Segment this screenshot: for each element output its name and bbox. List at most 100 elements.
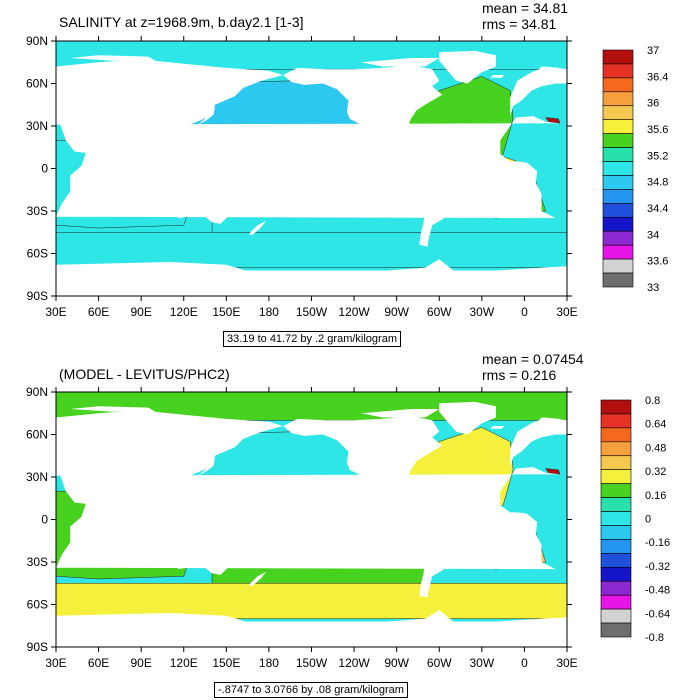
x-tick-label: 60E <box>88 305 109 319</box>
x-tick-label: 30E <box>556 305 577 319</box>
colorbar-swatch <box>602 230 634 246</box>
land-europe <box>510 417 567 468</box>
land-madagascar <box>75 185 85 204</box>
colorbar-label: 34.8 <box>647 177 668 189</box>
y-tick-label: 60S <box>27 247 48 261</box>
colorbar-swatch <box>602 175 634 190</box>
land-scandinavia <box>531 66 560 90</box>
colorbar-swatch <box>600 469 632 484</box>
colorbar-label: -0.48 <box>645 585 670 597</box>
x-tick-label: 90W <box>384 656 409 670</box>
x-tick-label: 150E <box>212 305 240 319</box>
panel2-rms: rms = 0.216 <box>482 367 557 383</box>
y-tick-label: 60N <box>26 77 48 91</box>
y-tick-label: 30S <box>27 204 48 218</box>
colorbar-label: 0.48 <box>645 442 666 454</box>
x-tick-label: 0 <box>521 305 528 319</box>
colorbar-swatch <box>602 63 634 79</box>
colorbar-label: 0.16 <box>645 490 666 502</box>
colorbar-swatch <box>602 77 634 93</box>
y-tick-label: 90N <box>26 34 48 48</box>
colorbar-swatch <box>602 161 634 176</box>
colorbar-swatch <box>600 525 632 540</box>
land-africa <box>56 116 567 219</box>
colorbar-label: 35.2 <box>647 150 668 162</box>
colorbar-swatch <box>602 189 634 204</box>
land-uk <box>515 86 523 98</box>
colorbar-label: 36.4 <box>647 71 668 83</box>
colorbar-label: 33.6 <box>647 256 668 268</box>
x-tick-label: 60W <box>427 656 452 670</box>
x-tick-label: 120W <box>338 305 370 319</box>
ocean-region-southern <box>56 232 567 268</box>
x-tick-label: 180 <box>259 656 279 670</box>
colorbar-label: 0 <box>645 514 651 526</box>
colorbar-swatch <box>600 553 632 568</box>
panel1-rms: rms = 34.81 <box>482 16 557 32</box>
colorbar: 37 36.4 36 35.6 35.2 34.8 34.4 34 33.6 33 <box>602 45 668 294</box>
land-japan <box>197 457 215 476</box>
colorbar-swatch <box>600 427 632 443</box>
colorbar-swatch <box>602 258 634 274</box>
x-tick-label: 120E <box>170 656 198 670</box>
colorbar-label: 34 <box>647 229 659 241</box>
y-tick-label: 0 <box>41 513 48 527</box>
colorbar-swatch <box>602 119 634 134</box>
panel2-mean: mean = 0.07454 <box>482 351 584 367</box>
colorbar-label: 36 <box>647 98 659 110</box>
colorbar-label: 0.8 <box>645 395 660 407</box>
land-greenland <box>439 50 496 84</box>
land-svalbard <box>70 406 156 412</box>
x-tick-label: 150E <box>212 656 240 670</box>
land-indonesia <box>148 511 227 534</box>
land-new-zealand <box>249 220 267 236</box>
colorbar-swatch <box>600 497 632 512</box>
land-europe <box>510 66 567 117</box>
panel1-title: SALINITY at z=1968.9m, b.day2.1 [1-3] <box>59 14 304 30</box>
map-content <box>56 392 567 647</box>
x-tick-label: 30E <box>45 656 66 670</box>
salinity-map-panel: 30E 60E 90E 120E 150E 180 150W 120W 90W 60W 30W 0 30… <box>26 34 668 319</box>
panel1-mean: mean = 34.81 <box>482 0 569 16</box>
colorbar-swatch <box>600 608 632 624</box>
colorbar-swatch <box>600 483 632 498</box>
land-scandinavia <box>531 417 560 441</box>
colorbar-swatch <box>602 272 634 288</box>
colorbar-label: -0.64 <box>645 608 670 620</box>
y-tick-label: 90N <box>26 385 48 399</box>
colorbar-swatch <box>602 244 634 260</box>
difference-map-panel: 30E 60E 90E 120E 150E 180 150W 120W 90W 60W 30W 0 30… <box>26 385 670 670</box>
y-tick-label: 30N <box>26 119 48 133</box>
land-south-america <box>409 152 475 247</box>
y-tick-label: 30S <box>27 555 48 569</box>
x-tick-label: 60W <box>427 305 452 319</box>
x-tick-label: 120E <box>170 305 198 319</box>
colorbar-label: -0.8 <box>645 632 664 644</box>
land-madagascar <box>75 536 85 555</box>
land-svalbard <box>70 55 156 61</box>
colorbar-swatch <box>600 566 632 582</box>
y-tick-label: 0 <box>41 162 48 176</box>
land-antarctic-band <box>56 270 567 296</box>
x-tick-label: 90E <box>130 656 151 670</box>
ocean-region-arctic <box>56 392 567 421</box>
land-antarctic-band <box>56 621 567 647</box>
colorbar: 0.8 0.64 0.48 0.32 0.16 0 -0.16 -0.32 -0.48 -0.64… <box>600 395 670 644</box>
x-tick-label: 90W <box>384 305 409 319</box>
land-eurasia <box>56 59 284 168</box>
colorbar-swatch <box>602 91 634 107</box>
land-north-america <box>283 416 443 509</box>
panel2-title: (MODEL - LEVITUS/PHC2) <box>59 366 230 382</box>
land-new-zealand <box>249 571 267 587</box>
colorbar-swatch <box>600 441 632 457</box>
x-tick-label: 150W <box>296 305 328 319</box>
colorbar-swatch <box>602 203 634 218</box>
x-tick-label: 180 <box>259 305 279 319</box>
colorbar-swatch <box>600 455 632 471</box>
land-australia <box>175 535 231 575</box>
x-tick-label: 150W <box>296 656 328 670</box>
land-indonesia <box>148 160 227 183</box>
colorbar-swatch <box>600 622 632 638</box>
colorbar-swatch <box>600 594 632 610</box>
